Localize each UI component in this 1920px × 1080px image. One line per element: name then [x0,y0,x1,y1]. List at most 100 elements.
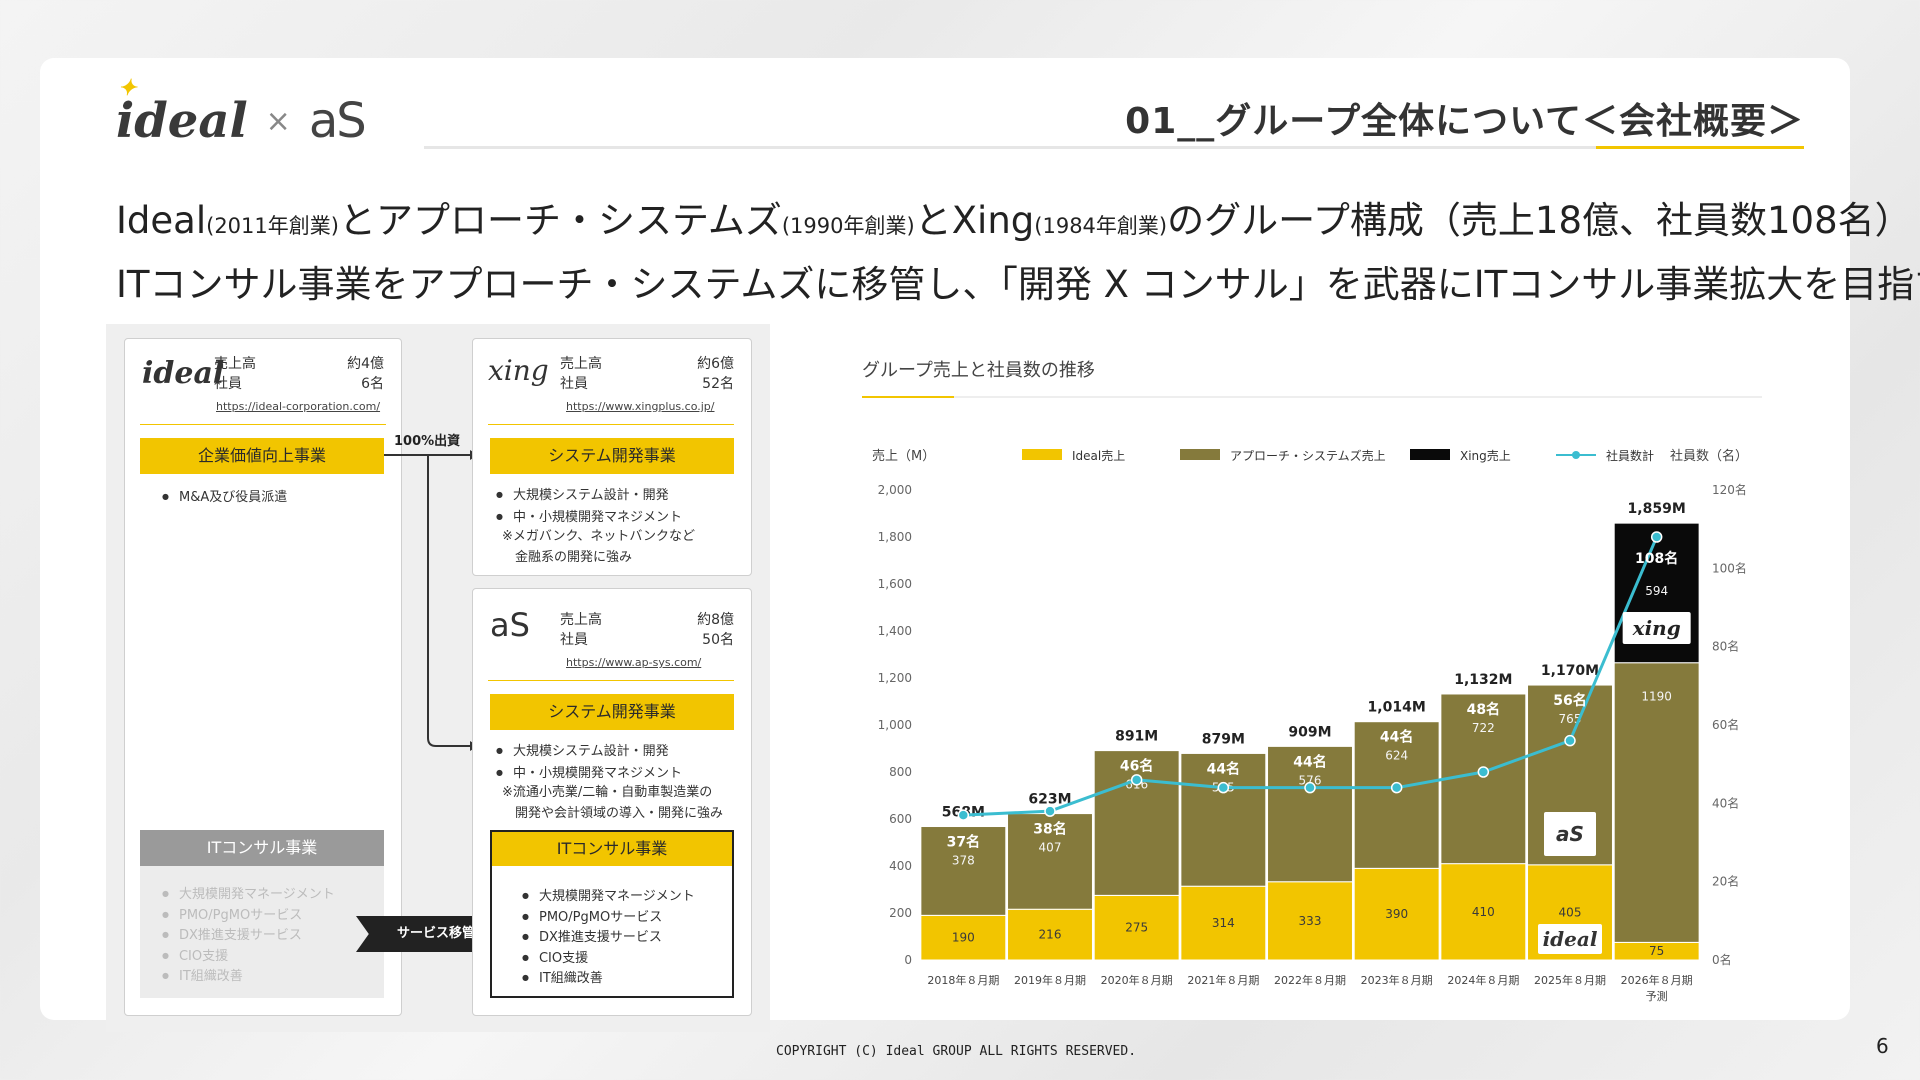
employee-label: 48名 [1467,701,1500,718]
investment-arrows [384,450,478,751]
bar-value-label: 190 [952,931,975,945]
as-staff-label: 社員 [560,632,588,648]
ideal-staff-label: 社員 [214,376,242,392]
employee-point [957,809,970,821]
ideal-url-link[interactable]: https://ideal-corporation.com/ [216,400,381,413]
bar-value-label: 624 [1385,749,1408,763]
as-url-link[interactable]: https://www.ap-sys.com/ [566,656,702,669]
xing-meta-labels: 売上高 社員 [560,354,602,394]
ideal-meta-values: 約4億 6名 [330,354,384,394]
list-item: M&A及び役員派遣 [162,486,287,508]
xing-badge: xing [1632,616,1681,640]
title-rule [424,146,1804,149]
employee-label: 56名 [1553,692,1586,709]
investment-label: 100%出資 [394,434,461,449]
xing-staff-value: 52名 [702,376,734,392]
y-tick-label: 2,000 [878,483,912,497]
employee-point [1217,781,1230,794]
star-icon: ✦ [118,75,137,101]
xing-staff-label: 社員 [560,376,588,392]
list-item: IT組織改善 [522,968,695,989]
employee-point [1564,734,1576,747]
as-meta-values: 約8億 50名 [676,610,734,650]
bar-value-label: 722 [1472,721,1495,735]
y-tick-label: 0 [904,953,912,967]
bar-value-label: 216 [1039,928,1062,942]
xing-separator [488,424,734,425]
as-note: ※流通小売業/二輪・自動車製造業の 開発や会計領域の導入・開発に強み [502,785,724,821]
headline-line-1: Ideal(2011年創業)とアプローチ・システムズ(1990年創業)とXing… [116,190,1912,244]
bar-value-label: 410 [1472,905,1495,919]
xing-note: ※メガバンク、ネットバンクなど 金融系の開発に強み [502,529,696,565]
bar-total-label: 879M [1202,731,1245,747]
legend-marker [1572,451,1580,459]
as-badge-bg [1544,812,1596,856]
list-item: 中・小規模開発マネジメント [496,762,682,784]
list-item: CIO支援 [162,946,335,967]
x-tick-label: 2021年８月期 [1187,973,1259,987]
list-item: 大規模開発マネージメント [162,884,335,905]
chart-title-rule [862,396,1762,398]
xing-business-bar: システム開発事業 [490,438,734,474]
ideal-badge-bg [1538,924,1602,954]
bar-segment [1093,894,1180,961]
bar-value-label: 765 [1559,712,1582,726]
bar-total-label: 623M [1028,792,1071,808]
bar-total-label: 909M [1288,724,1331,740]
bar-segment [1267,881,1353,961]
headline-approach: とアプローチ・システムズ [338,199,782,242]
employee-label: 44名 [1207,760,1240,777]
bar-value-label: 1190 [1641,690,1672,704]
xing-sales-label: 売上高 [560,356,602,372]
bar-value-label: 275 [1125,921,1148,935]
employee-label: 44名 [1380,729,1413,746]
bar-segment [920,826,1007,916]
x-tick-label: 2019年８月期 [1014,973,1086,987]
chart-title-rule-accent [862,396,954,398]
x-tick-label: 2024年８月期 [1447,973,1519,987]
employee-point [1390,781,1403,794]
x-tick-label: 2018年８月期 [927,973,999,987]
y-axis-label: 売上（M） [872,448,935,464]
ideal-business-bar: 企業価値向上事業 [140,438,384,474]
list-item: 大規模システム設計・開発 [496,484,682,506]
bar-segment [1613,662,1700,943]
list-item: 大規模システム設計・開発 [496,740,682,762]
list-item: DX推進支援サービス [162,925,335,946]
legend-swatch [1022,449,1062,460]
headline-line-2: ITコンサル事業をアプローチ・システムズに移管し、「開発 X コンサル」を武器に… [116,263,1920,306]
as-staff-value: 50名 [702,632,734,648]
as-sales-value: 約8億 [697,612,734,628]
y-tick-label: 1,800 [878,530,912,544]
bar-segment [1180,752,1267,887]
as-consult-list: 大規模開発マネージメント PMO/PgMOサービス DX推進支援サービス CIO… [522,886,695,989]
y2-tick-label: 100名 [1712,560,1747,575]
ideal-meta-labels: 売上高 社員 [214,354,256,394]
group-logo: ✦ ideal × aS [116,75,367,156]
times-sign: × [265,103,291,139]
x-tick-label: 2026年８月期 [1621,973,1693,987]
ideal-business-list: M&A及び役員派遣 [162,486,287,508]
section-title: 01__グループ全体について＜会社概要＞ [1125,101,1804,142]
xing-badge-bg [1622,612,1691,644]
as-box-logo: aS [490,606,530,644]
y2-tick-label: 60名 [1712,717,1739,732]
legend-swatch [1180,449,1220,460]
headline-xing-founded: (1984年創業) [1034,214,1168,238]
xing-business-list: 大規模システム設計・開発 中・小規模開発マネジメント [496,484,682,528]
approach-systems-logo: aS [308,93,367,149]
list-item: IT組織改善 [162,966,335,987]
bar-value-label: 407 [1039,841,1062,855]
legend-swatch [1410,449,1450,460]
bar-segment [1440,693,1527,865]
bar-segment [1180,885,1267,961]
x-tick-label: 2025年８月期 [1534,973,1606,987]
ideal-logo: ✦ ideal [116,75,248,149]
xing-url-link[interactable]: https://www.xingplus.co.jp/ [566,400,715,413]
employee-label: 46名 [1120,758,1153,775]
xing-meta-values: 約6億 52名 [676,354,734,394]
x-tick-label: 2022年８月期 [1274,973,1346,987]
list-item: PMO/PgMOサービス [522,907,695,928]
employee-label: 108名 [1635,550,1678,567]
bar-value-label: 390 [1385,907,1408,921]
